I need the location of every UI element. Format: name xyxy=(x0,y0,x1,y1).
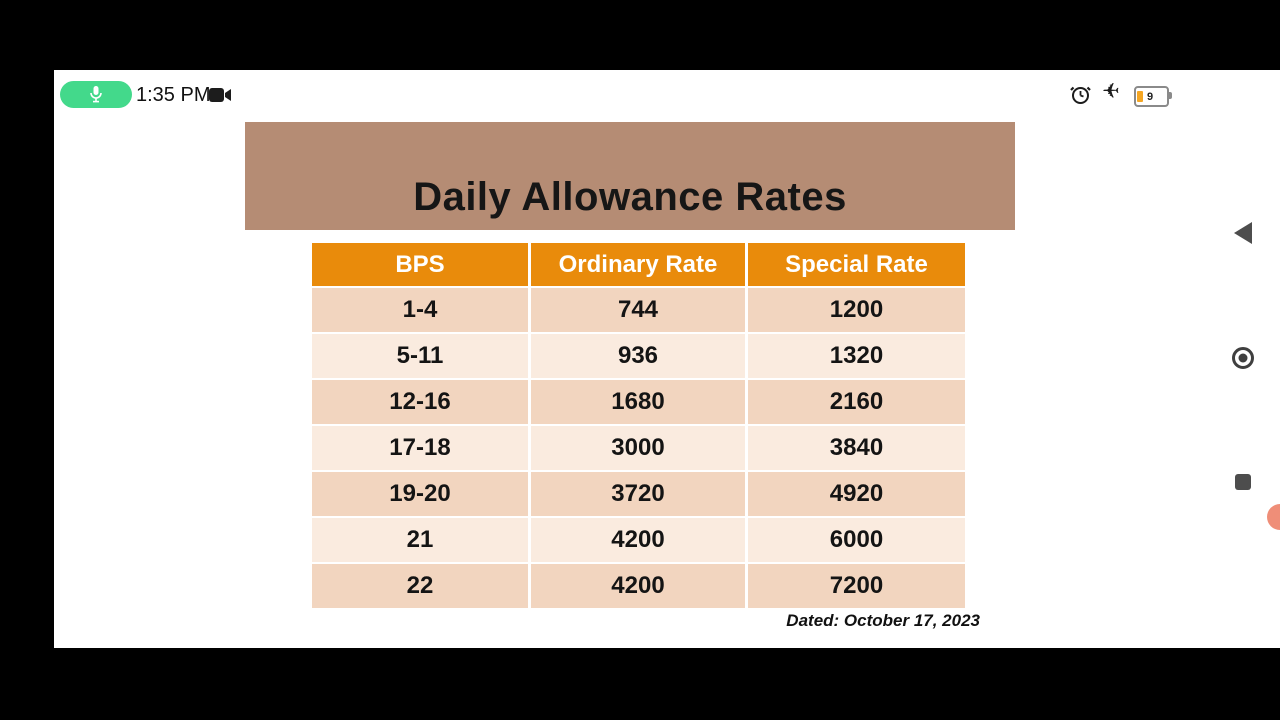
table-cell: 4200 xyxy=(531,564,745,608)
table-cell: 6000 xyxy=(748,518,965,562)
mic-pill-button[interactable] xyxy=(60,81,132,108)
alarm-clock-icon xyxy=(1070,86,1091,104)
battery-percent: 9 xyxy=(1147,90,1154,103)
table-cell: 1680 xyxy=(531,380,745,424)
table-cell: 744 xyxy=(531,288,745,332)
slide-title-bar: Daily Allowance Rates xyxy=(245,122,1015,230)
battery-fill xyxy=(1137,91,1143,102)
table-header-cell: Ordinary Rate xyxy=(531,243,745,286)
battery-nub xyxy=(1169,92,1172,99)
table-cell: 1200 xyxy=(748,288,965,332)
nav-home-button[interactable] xyxy=(1230,345,1256,371)
daily-allowance-table: BPS Ordinary Rate Special Rate 1-4 744 1… xyxy=(312,243,965,608)
assistive-ball[interactable] xyxy=(1267,504,1280,530)
nav-back-button[interactable] xyxy=(1234,222,1252,244)
table-cell: 5-11 xyxy=(312,334,528,378)
battery-icon: 9 xyxy=(1134,86,1172,107)
table-cell: 3000 xyxy=(531,426,745,470)
status-bar: 1:35 PM ✈ 9 xyxy=(54,70,1280,120)
nav-recents-button[interactable] xyxy=(1235,474,1251,490)
table-cell: 17-18 xyxy=(312,426,528,470)
table-cell: 1320 xyxy=(748,334,965,378)
airplane-mode-icon: ✈ xyxy=(1102,80,1120,103)
table-cell: 12-16 xyxy=(312,380,528,424)
table-cell: 21 xyxy=(312,518,528,562)
table-cell: 7200 xyxy=(748,564,965,608)
table-cell: 4920 xyxy=(748,472,965,516)
dated-caption: Dated: October 17, 2023 xyxy=(786,611,980,630)
table-cell: 3720 xyxy=(531,472,745,516)
table-cell: 19-20 xyxy=(312,472,528,516)
table-header-cell: BPS xyxy=(312,243,528,286)
table-cell: 22 xyxy=(312,564,528,608)
status-time: 1:35 PM xyxy=(136,83,211,106)
table-cell: 936 xyxy=(531,334,745,378)
video-area: 1:35 PM ✈ 9 Daily Allowance Rates xyxy=(54,70,1280,648)
table-cell: 1-4 xyxy=(312,288,528,332)
video-camera-icon xyxy=(209,88,231,102)
table-cell: 4200 xyxy=(531,518,745,562)
table-cell: 3840 xyxy=(748,426,965,470)
microphone-icon xyxy=(90,86,102,103)
table-cell: 2160 xyxy=(748,380,965,424)
page-title: Daily Allowance Rates xyxy=(413,175,847,219)
table-header-cell: Special Rate xyxy=(748,243,965,286)
